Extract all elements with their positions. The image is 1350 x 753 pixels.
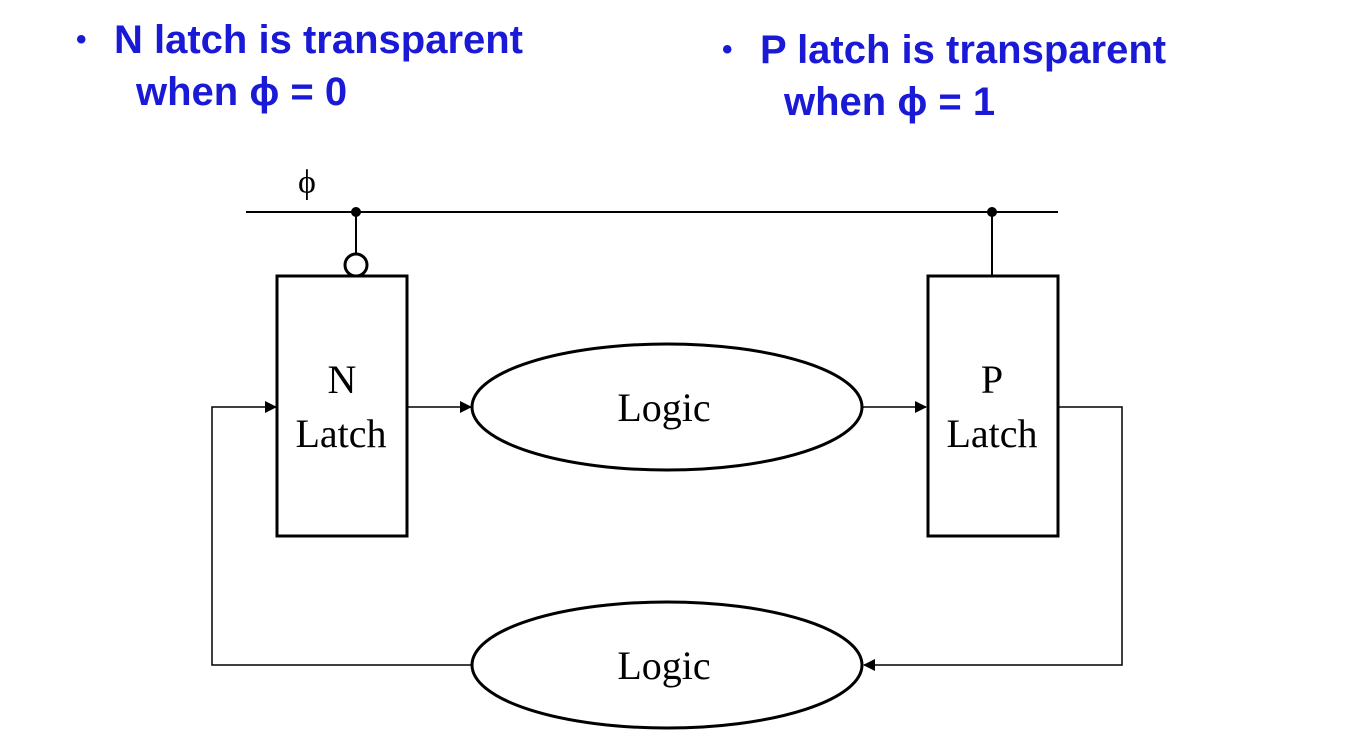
wire-platch-to-bottom-logic (863, 406, 1123, 671)
bullet-dot: • (722, 33, 733, 66)
inversion-bubble (343, 252, 369, 278)
n-latch-label-line2: Latch (295, 411, 386, 456)
bullet-n-latch-line2: when ϕ = 0 (136, 70, 348, 114)
logic-bottom-label: Logic (617, 643, 710, 688)
bullet-dot: • (76, 23, 87, 56)
n-latch-box (275, 274, 409, 538)
bullet-n-latch: • N latch is transparent when ϕ = 0 (76, 14, 523, 118)
logic-top-label: Logic (617, 385, 710, 430)
bullet-p-latch-line1: P latch is transparent (760, 28, 1167, 72)
bullet-p-latch-line2: when ϕ = 1 (784, 80, 996, 124)
p-latch-label-line2: Latch (946, 411, 1037, 456)
wire-bottom-logic-to-nlatch (211, 401, 472, 666)
bullet-p-latch: • P latch is transparent when ϕ = 1 (722, 24, 1166, 128)
p-latch-label-line1: P (981, 357, 1003, 402)
logic-top-ellipse (470, 342, 864, 472)
bullet-n-latch-line1: N latch is transparent (114, 18, 524, 62)
clock-label: ϕ (298, 164, 316, 201)
p-latch-box (926, 274, 1060, 538)
n-latch-label-line1: N (328, 357, 357, 402)
